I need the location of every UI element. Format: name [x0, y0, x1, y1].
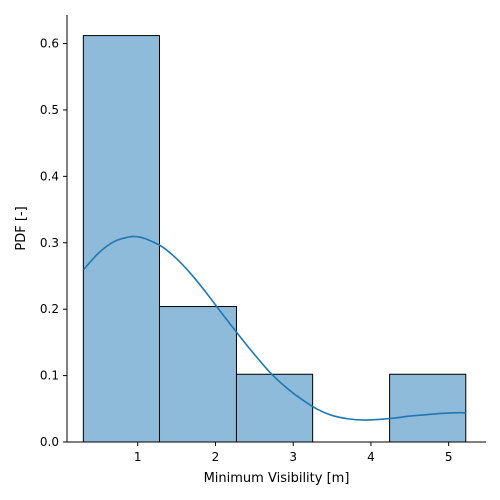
histogram-bar-3 [235, 373, 314, 443]
y-tick-label: 0.0 [40, 435, 59, 449]
y-tick-label: 0.3 [40, 236, 59, 250]
x-tick-label: 5 [445, 450, 453, 464]
kde-curve [82, 235, 466, 421]
y-tick-label: 0.1 [40, 369, 59, 383]
x-ticks: 1 2 3 4 5 [134, 442, 453, 464]
axes-layer [66, 15, 486, 443]
histogram-bar-5 [389, 373, 467, 443]
histogram-bar-2 [159, 306, 237, 443]
y-tick-label: 0.4 [40, 169, 59, 183]
x-tick-label: 4 [367, 450, 375, 464]
bars-layer [82, 35, 467, 443]
x-axis-label: Minimum Visibility [m] [204, 471, 350, 486]
kde-layer [82, 235, 466, 421]
x-tick-label: 1 [134, 450, 142, 464]
y-ticks: 0.0 0.1 0.2 0.3 0.4 0.5 0.6 [40, 37, 67, 449]
x-tick-label: 3 [289, 450, 297, 464]
y-tick-label: 0.2 [40, 302, 59, 316]
x-tick-label: 2 [212, 450, 220, 464]
y-tick-label: 0.6 [40, 37, 59, 51]
y-tick-label: 0.5 [40, 103, 59, 117]
y-axis-label: PDF [-] [14, 206, 29, 250]
